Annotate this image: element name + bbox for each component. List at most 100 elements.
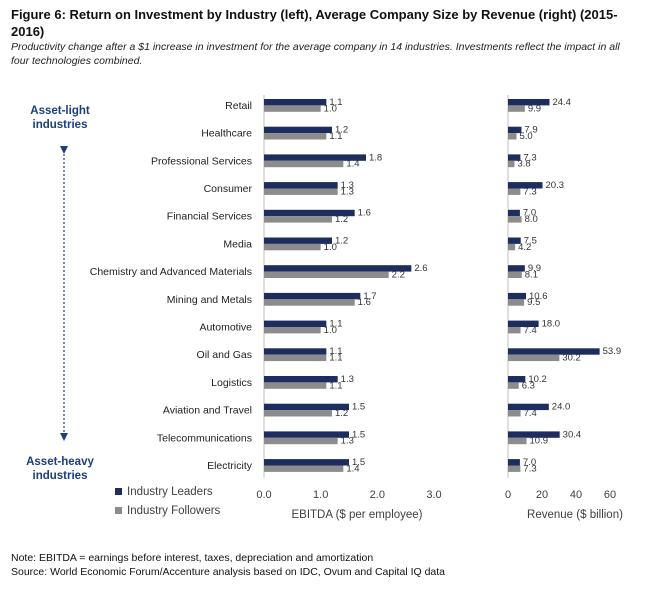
revenue-data-label-leaders-healthcare: 7.9: [524, 125, 537, 136]
roi-data-label-leaders-oil-and-gas: 1.1: [329, 346, 342, 357]
roi-axis-title: EBITDA ($ per employee): [291, 509, 422, 521]
category-label-chemistry-and-advanced-materials: Chemistry and Advanced Materials: [90, 266, 252, 278]
revenue-data-label-followers-electricity: 7.3: [523, 463, 536, 474]
revenue-data-label-leaders-media: 7.5: [524, 235, 537, 246]
category-label-media: Media: [223, 238, 252, 250]
revenue-data-label-leaders-mining-and-metals: 10.6: [529, 291, 548, 302]
revenue-bar-leaders-chemistry-and-advanced-materials: [508, 265, 525, 272]
category-label-aviation-and-travel: Aviation and Travel: [163, 405, 252, 417]
revenue-data-label-leaders-professional-services: 7.3: [523, 152, 536, 163]
roi-bar-leaders-oil-and-gas: [264, 348, 327, 355]
roi-bar-leaders-financial-services: [264, 209, 355, 217]
roi-data-label-followers-logistics: 1.1: [329, 380, 342, 391]
revenue-data-label-followers-aviation-and-travel: 7.4: [524, 408, 537, 419]
revenue-data-label-followers-consumer: 7.3: [523, 186, 536, 197]
roi-bar-leaders-retail: [264, 99, 327, 106]
roi-tick-label: 0.0: [256, 489, 271, 501]
revenue-bar-leaders-logistics: [508, 376, 526, 383]
category-label-professional-services: Professional Services: [151, 155, 252, 167]
roi-data-label-followers-media: 1.0: [324, 242, 337, 253]
roi-data-label-followers-chemistry-and-advanced-materials: 2.2: [392, 270, 405, 281]
roi-bar-followers-retail: [264, 105, 321, 112]
revenue-tick-label: 0: [505, 489, 511, 501]
revenue-bar-leaders-financial-services: [508, 209, 520, 217]
roi-data-label-followers-mining-and-metals: 1.6: [358, 297, 371, 308]
revenue-data-label-leaders-aviation-and-travel: 24.0: [552, 402, 571, 413]
revenue-data-label-leaders-chemistry-and-advanced-materials: 9.9: [528, 263, 541, 274]
roi-bar-followers-professional-services: [264, 160, 344, 168]
roi-data-label-leaders-mining-and-metals: 1.7: [363, 291, 376, 302]
source-text: Source: World Economic Forum/Accenture a…: [11, 566, 446, 578]
footnote: Note: EBITDA = earnings before interest,…: [11, 551, 636, 579]
roi-data-label-leaders-retail: 1.1: [329, 97, 342, 108]
roi-bar-followers-telecommunications: [264, 437, 338, 445]
revenue-data-label-followers-media: 4.2: [518, 242, 531, 253]
category-label-electricity: Electricity: [207, 460, 253, 472]
revenue-bar-followers-professional-services: [508, 160, 515, 168]
asset-light-label: Asset-light industries: [30, 105, 90, 131]
revenue-data-label-followers-financial-services: 8.0: [525, 214, 538, 225]
roi-tick-label: 2.0: [370, 489, 385, 501]
revenue-data-label-followers-telecommunications: 10.9: [530, 436, 549, 447]
roi-data-label-followers-consumer: 1.3: [341, 186, 354, 197]
roi-bar-followers-consumer: [264, 188, 338, 195]
roi-data-label-leaders-telecommunications: 1.5: [352, 429, 365, 440]
revenue-data-label-leaders-financial-services: 7.0: [523, 208, 536, 219]
roi-data-label-followers-automotive: 1.0: [324, 325, 337, 336]
revenue-data-label-leaders-telecommunications: 30.4: [563, 429, 582, 440]
roi-bar-followers-logistics: [264, 382, 327, 389]
legend-swatch-followers: [115, 507, 122, 514]
revenue-chart: 24.49.97.95.07.33.820.37.37.08.07.54.29.…: [505, 95, 623, 521]
revenue-data-label-followers-mining-and-metals: 9.5: [527, 297, 540, 308]
revenue-bar-followers-healthcare: [508, 133, 517, 140]
revenue-bar-leaders-automotive: [508, 320, 539, 327]
legend-swatch-leaders: [115, 488, 122, 495]
roi-bar-followers-mining-and-metals: [264, 299, 355, 306]
revenue-bar-leaders-professional-services: [508, 154, 521, 161]
revenue-data-label-leaders-electricity: 7.0: [523, 457, 536, 468]
roi-data-label-followers-telecommunications: 1.3: [341, 436, 354, 447]
category-label-automotive: Automotive: [199, 322, 252, 334]
revenue-tick-label: 60: [604, 489, 616, 501]
revenue-bar-followers-logistics: [508, 382, 519, 389]
roi-bar-leaders-electricity: [264, 459, 349, 466]
roi-data-label-leaders-aviation-and-travel: 1.5: [352, 402, 365, 413]
revenue-bar-leaders-media: [508, 237, 521, 244]
roi-bar-leaders-telecommunications: [264, 431, 349, 438]
revenue-data-label-leaders-automotive: 18.0: [542, 319, 561, 330]
roi-data-label-followers-oil-and-gas: 1.1: [329, 353, 342, 364]
roi-bar-followers-automotive: [264, 327, 321, 334]
roi-bar-leaders-media: [264, 237, 332, 244]
roi-bar-leaders-logistics: [264, 376, 338, 383]
revenue-bar-leaders-oil-and-gas: [508, 348, 600, 355]
roi-bar-followers-financial-services: [264, 216, 332, 223]
roi-bar-leaders-consumer: [264, 182, 338, 189]
asset-heavy-label: Asset-heavy industries: [26, 456, 94, 482]
roi-bar-leaders-chemistry-and-advanced-materials: [264, 265, 412, 272]
revenue-data-label-followers-healthcare: 5.0: [520, 131, 533, 142]
roi-data-label-followers-aviation-and-travel: 1.2: [335, 408, 348, 419]
revenue-bar-followers-electricity: [508, 465, 521, 472]
roi-data-label-leaders-professional-services: 1.8: [369, 152, 382, 163]
revenue-bar-leaders-healthcare: [508, 126, 522, 134]
revenue-bar-leaders-telecommunications: [508, 431, 560, 438]
revenue-tick-label: 20: [536, 489, 548, 501]
revenue-axis-title: Revenue ($ billion): [527, 509, 623, 521]
revenue-bar-followers-automotive: [508, 327, 521, 334]
revenue-data-label-leaders-logistics: 10.2: [528, 374, 547, 385]
category-label-telecommunications: Telecommunications: [157, 432, 252, 444]
roi-data-label-leaders-automotive: 1.1: [329, 319, 342, 330]
figure-subtitle: Productivity change after a $1 increase …: [11, 41, 620, 67]
roi-tick-label: 3.0: [426, 489, 441, 501]
roi-data-label-leaders-healthcare: 1.2: [335, 125, 348, 136]
legend-item-followers: Industry Followers: [115, 501, 220, 520]
revenue-data-label-followers-chemistry-and-advanced-materials: 8.1: [525, 270, 538, 281]
revenue-bar-followers-consumer: [508, 188, 521, 195]
roi-data-label-leaders-financial-services: 1.6: [358, 208, 371, 219]
revenue-bar-leaders-consumer: [508, 182, 543, 189]
legend-label-leaders: Industry Leaders: [127, 485, 213, 498]
figure-title: Figure 6: Return on Investment by Indust…: [11, 7, 618, 39]
roi-data-label-leaders-electricity: 1.5: [352, 457, 365, 468]
roi-bar-followers-electricity: [264, 465, 344, 472]
revenue-bar-followers-media: [508, 243, 516, 251]
